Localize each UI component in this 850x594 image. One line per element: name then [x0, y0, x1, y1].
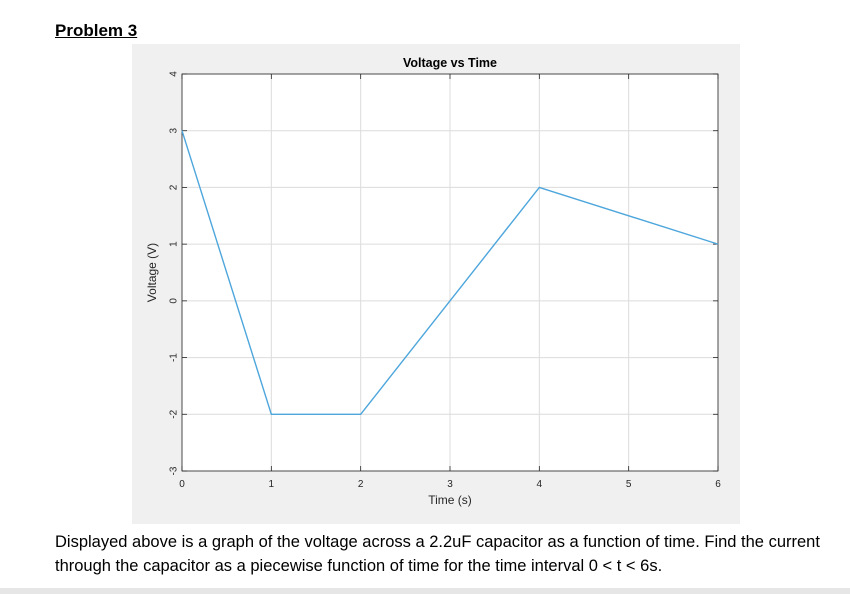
y-tick-label: 1: [169, 241, 180, 247]
y-tick-label: 4: [169, 71, 180, 77]
x-tick-label: 6: [715, 479, 721, 490]
problem-description: Displayed above is a graph of the voltag…: [55, 533, 820, 575]
x-tick-label: 3: [447, 479, 453, 490]
problem-heading: Problem 3: [55, 21, 138, 40]
y-tick-label: 2: [169, 184, 180, 190]
x-tick-label: 0: [179, 479, 185, 490]
x-tick-label: 5: [626, 479, 632, 490]
x-axis-label: Time (s): [428, 493, 472, 507]
y-tick-label: 0: [169, 298, 180, 304]
y-tick-label: -2: [169, 409, 180, 418]
y-axis-label: Voltage (V): [145, 243, 159, 302]
page-bottom-band: [0, 588, 850, 594]
voltage-series-line: [181, 130, 719, 415]
x-tick-label: 4: [537, 479, 543, 490]
chart-figure: 0 1 2 3 4 5 6 -3 -2 -1 0 1 2 3 4 Voltage vs Time Time (s…: [132, 44, 740, 524]
y-tick-label: -3: [169, 466, 180, 475]
x-tick-label: 1: [269, 479, 275, 490]
y-tick-label: -1: [169, 353, 180, 362]
x-tick-label: 2: [358, 479, 364, 490]
chart-title: Voltage vs Time: [403, 56, 497, 70]
voltage-time-chart: 0 1 2 3 4 5 6 -3 -2 -1 0 1 2 3 4 Voltage vs Time Time (s…: [145, 56, 721, 507]
y-tick-label: 3: [169, 127, 180, 133]
